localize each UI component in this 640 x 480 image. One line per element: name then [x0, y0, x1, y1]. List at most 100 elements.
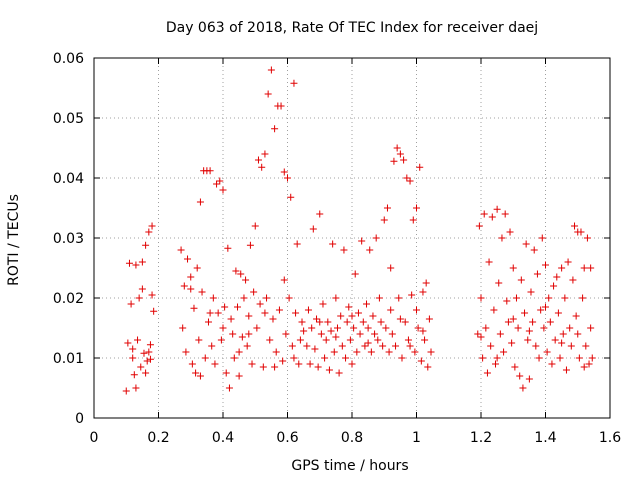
data-point [495, 279, 503, 287]
data-point [542, 303, 549, 311]
data-point [413, 204, 420, 212]
data-point [372, 234, 380, 242]
data-point [492, 360, 500, 368]
data-point [269, 315, 277, 323]
data-point [496, 330, 504, 338]
data-point [259, 363, 267, 371]
data-point [264, 90, 272, 98]
data-point [538, 234, 546, 242]
data-point [393, 144, 401, 152]
data-point [500, 348, 508, 356]
y-tick-label: 0.02 [53, 291, 84, 307]
data-point [238, 333, 246, 341]
data-point [348, 360, 356, 368]
data-point [390, 157, 398, 165]
data-point [127, 300, 135, 308]
data-point [329, 240, 337, 248]
data-point [419, 327, 427, 335]
data-point [509, 264, 517, 272]
data-point [374, 336, 382, 344]
data-point [498, 234, 506, 242]
data-point [146, 341, 154, 349]
data-point [477, 333, 485, 341]
y-tick-label: 0.01 [53, 351, 84, 367]
data-point [138, 285, 146, 293]
data-point [188, 360, 196, 368]
data-point [285, 294, 293, 302]
data-point [317, 330, 325, 338]
y-tick-label: 0.04 [53, 171, 84, 187]
data-point [562, 366, 570, 374]
data-point [543, 348, 551, 356]
data-point [145, 348, 153, 356]
data-point [179, 324, 187, 332]
data-point [332, 294, 340, 302]
data-point [295, 360, 303, 368]
data-point [293, 240, 301, 248]
data-point [580, 264, 588, 272]
data-point [542, 261, 549, 269]
data-point [417, 357, 425, 365]
data-point [572, 312, 580, 320]
data-point [288, 342, 296, 350]
data-point [422, 279, 430, 287]
y-axis-label: ROTI / TECUs [6, 194, 22, 286]
data-point [413, 306, 420, 314]
y-tick-label: 0.05 [53, 111, 84, 127]
y-tick-label: 0 [75, 411, 84, 427]
data-point [216, 177, 224, 185]
data-point [579, 294, 587, 302]
data-point [356, 330, 364, 338]
data-point [364, 324, 372, 332]
data-point [271, 125, 279, 133]
data-point [132, 261, 140, 269]
data-point [482, 324, 490, 332]
data-point [366, 246, 374, 254]
data-point [571, 222, 579, 230]
data-point [129, 354, 137, 362]
data-point [408, 291, 416, 299]
data-point [577, 228, 585, 236]
data-point [525, 375, 533, 383]
data-point [335, 369, 343, 377]
data-point [574, 330, 582, 338]
data-point [522, 240, 530, 248]
data-point [530, 246, 538, 254]
data-point [184, 255, 192, 263]
axis-ticks [93, 57, 611, 419]
x-tick-label: 1.6 [599, 430, 621, 446]
data-point [132, 384, 140, 392]
data-point [135, 294, 143, 302]
data-point [214, 309, 222, 317]
data-point [548, 360, 556, 368]
y-tick-label: 0.06 [53, 51, 84, 67]
data-point [282, 330, 290, 338]
data-point [280, 276, 288, 284]
data-point [404, 336, 412, 344]
data-point [485, 258, 493, 266]
data-point [250, 288, 258, 296]
data-point [501, 210, 509, 218]
data-point [279, 357, 287, 365]
data-point [217, 336, 225, 344]
data-point [261, 309, 269, 317]
data-point [540, 324, 548, 332]
data-points [122, 66, 596, 395]
data-point [219, 324, 227, 332]
data-point [551, 336, 559, 344]
data-point [187, 285, 195, 293]
data-point [477, 294, 485, 302]
data-point [575, 354, 583, 362]
data-point [379, 342, 387, 350]
data-point [206, 167, 214, 175]
chart-title: Day 063 of 2018, Rate Of TEC Index for r… [166, 20, 538, 36]
data-point [316, 210, 324, 218]
data-point [493, 205, 501, 213]
data-point [182, 348, 190, 356]
data-point [561, 294, 569, 302]
data-point [546, 318, 554, 326]
y-tick-label: 0.03 [53, 231, 84, 247]
data-point [134, 336, 142, 344]
data-point [358, 237, 366, 245]
grid-lines [94, 58, 610, 418]
